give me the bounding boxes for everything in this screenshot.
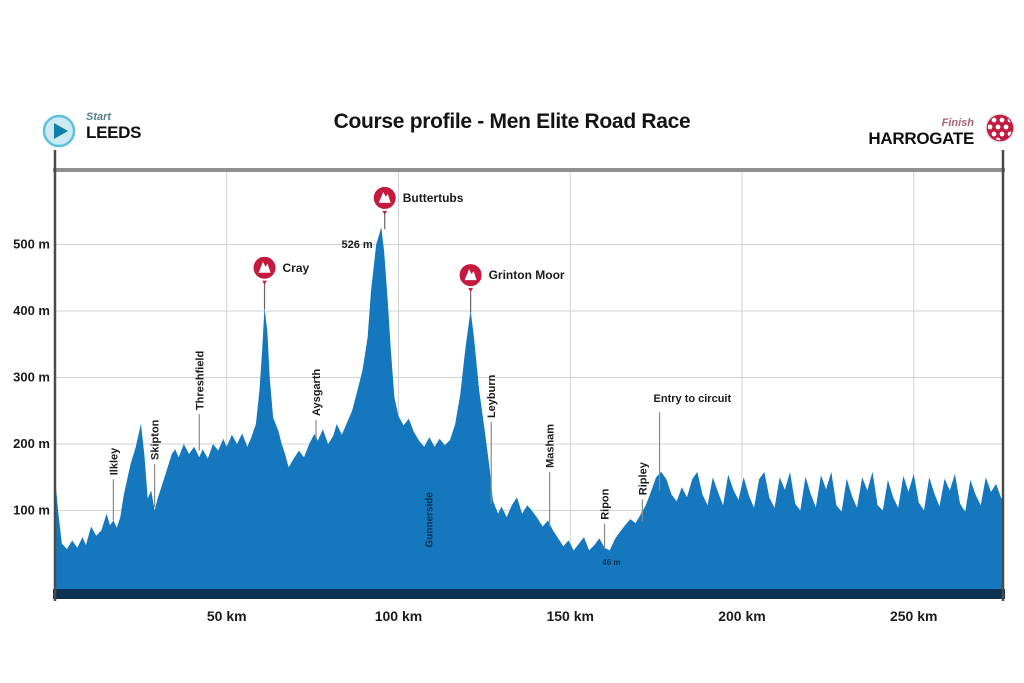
start-icon [42,114,76,148]
town-label-masham: Masham [545,424,557,527]
x-axis-tick-label: 200 km [718,608,765,624]
start-label: Start [86,111,112,123]
annotation-text: Entry to circuit [654,393,732,405]
climb-marker-buttertubs: Buttertubs 526 m [342,184,464,251]
finish-block: Finish HARROGATE [868,108,1018,150]
annotation-entry-to-circuit: Entry to circuit [654,393,732,491]
town-name: Threshfield [194,351,206,410]
elevation-profile-area [55,227,1003,592]
town-name: Ripley [637,461,649,495]
town-label-aysgarth: Aysgarth [311,369,323,439]
chart-title: Course profile - Men Elite Road Race [333,110,691,133]
town-label-threshfield: Threshfield [194,351,206,451]
finish-icon [985,113,1015,143]
x-axis-labels: 50 km 100 km 150 km 200 km 250 km [207,608,938,624]
climb-name: Buttertubs [403,191,464,205]
x-axis-tick-label: 250 km [890,608,937,624]
mountain-icon [378,191,391,203]
town-name: Masham [545,424,557,468]
y-axis-labels: 100 m 200 m 300 m 400 m 500 m [13,236,50,517]
town-name: Ilkley [108,447,120,475]
x-axis-tick-label: 100 km [375,608,422,624]
finish-city: HARROGATE [868,128,974,148]
climb-name: Grinton Moor [489,268,565,282]
inline-label: 46 m [602,558,620,567]
town-name: Leyburn [486,374,498,418]
town-label-leyburn: Leyburn [486,374,498,504]
play-icon [54,123,68,139]
inline-label: Gunnerside [424,492,435,548]
finish-label: Finish [941,117,974,129]
y-axis-tick-label: 300 m [13,369,50,384]
climb-marker-grinton-moor: Grinton Moor [457,262,565,313]
town-label-skipton: Skipton [150,419,162,508]
y-axis-tick-label: 500 m [13,236,50,251]
town-name: Aysgarth [311,369,323,417]
town-name: Ripon [600,488,612,519]
profile-baseline-bar [53,589,1005,599]
start-block: Start LEEDS [40,111,142,152]
y-axis-tick-label: 100 m [13,502,50,517]
town-label-ripley: Ripley [637,461,649,522]
mountain-icon [464,269,477,281]
start-city: LEEDS [86,122,142,142]
town-name: Skipton [150,419,162,460]
summit-elevation-label: 526 m [342,239,373,251]
town-label-ilkley: Ilkley [108,447,120,521]
climb-name: Cray [283,261,310,275]
x-axis-tick-label: 50 km [207,608,247,624]
y-axis-tick-label: 400 m [13,303,50,318]
climb-marker-cray: Cray [251,254,310,310]
x-axis-tick-label: 150 km [546,608,593,624]
plot-top-border [53,168,1005,172]
mountain-icon [258,261,271,273]
y-axis-tick-label: 200 m [13,436,50,451]
town-label-ripon: Ripon [600,488,612,550]
